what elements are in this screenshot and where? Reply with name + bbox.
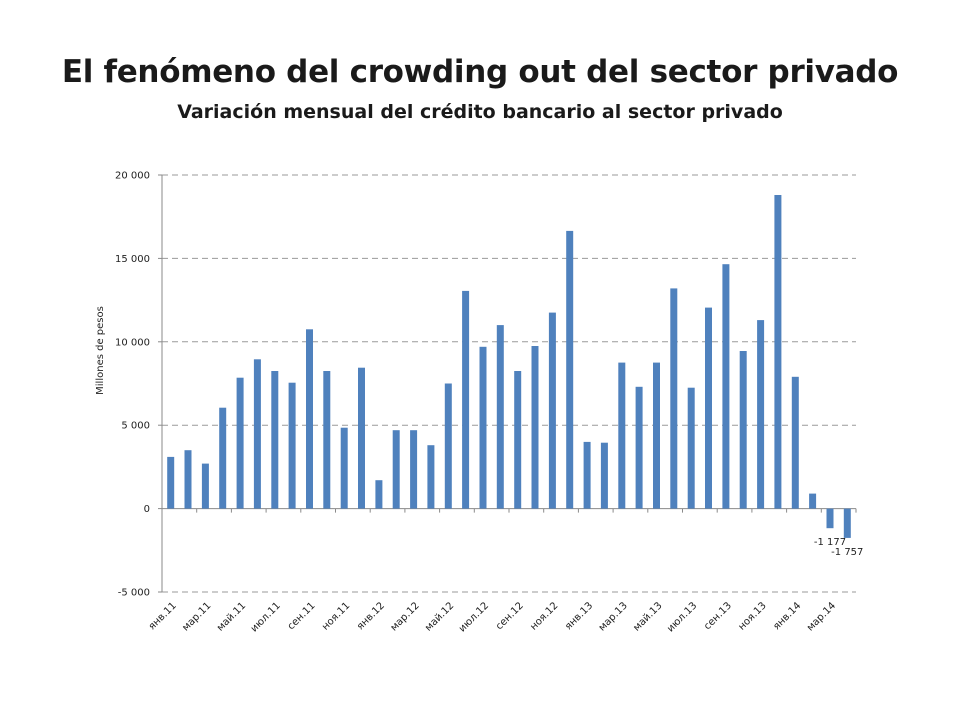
x-tick-label: май.13 bbox=[631, 600, 664, 633]
bar bbox=[323, 371, 331, 509]
bar bbox=[410, 430, 418, 509]
bar bbox=[427, 445, 435, 509]
bar bbox=[653, 362, 660, 509]
bar bbox=[809, 493, 817, 509]
x-tick-label: мар.11 bbox=[180, 600, 213, 633]
x-tick-label: сен.13 bbox=[702, 600, 734, 632]
x-tick-label: май.12 bbox=[423, 600, 456, 633]
bar bbox=[739, 351, 747, 509]
data-label: -1 177 bbox=[814, 537, 846, 548]
bar bbox=[774, 195, 782, 509]
x-tick-label: янв.12 bbox=[355, 600, 387, 632]
x-tick-label: мар.14 bbox=[805, 600, 838, 633]
bar bbox=[843, 508, 851, 538]
bar bbox=[757, 320, 765, 509]
bar bbox=[722, 264, 730, 509]
bar bbox=[462, 290, 470, 509]
bar bbox=[531, 346, 539, 509]
bar bbox=[566, 230, 574, 509]
bar bbox=[496, 325, 504, 509]
bar bbox=[705, 307, 712, 509]
bar bbox=[514, 371, 522, 509]
bar bbox=[548, 312, 556, 509]
bar bbox=[219, 407, 227, 509]
bar bbox=[375, 480, 383, 509]
x-tick-label: июл.12 bbox=[457, 600, 491, 634]
bar bbox=[687, 387, 695, 509]
bar bbox=[271, 371, 279, 509]
bar bbox=[826, 508, 834, 529]
y-tick-label: 10 000 bbox=[115, 337, 150, 348]
y-tick-label: 0 bbox=[144, 504, 150, 515]
y-tick-label: 15 000 bbox=[115, 254, 150, 265]
bar bbox=[253, 359, 261, 509]
y-tick-label: 5 000 bbox=[121, 421, 150, 432]
y-tick-label: -5 000 bbox=[118, 588, 150, 599]
bar bbox=[635, 386, 643, 509]
x-tick-label: сен.11 bbox=[286, 600, 318, 632]
bar bbox=[791, 376, 799, 509]
x-tick-label: июл.11 bbox=[249, 600, 283, 634]
x-tick-label: мар.13 bbox=[597, 600, 630, 633]
bar bbox=[358, 367, 365, 509]
bar bbox=[167, 456, 175, 509]
x-tick-label: сен.12 bbox=[494, 600, 526, 632]
x-tick-label: июл.13 bbox=[665, 600, 699, 634]
chart-subtitle: Variación mensual del crédito bancario a… bbox=[177, 101, 783, 123]
x-tick-label: ноя.11 bbox=[320, 600, 352, 632]
bar bbox=[618, 362, 626, 509]
y-tick-label: 20 000 bbox=[115, 171, 150, 182]
x-tick-label: ноя.13 bbox=[736, 600, 768, 632]
bar bbox=[340, 427, 348, 509]
chart-title: El fenómeno del crowding out del sector … bbox=[61, 54, 899, 90]
x-tick-label: янв.13 bbox=[563, 600, 595, 632]
bar bbox=[184, 450, 192, 509]
bar bbox=[583, 441, 591, 509]
bar bbox=[670, 288, 678, 509]
x-tick-label: мар.12 bbox=[389, 600, 422, 633]
y-axis-title: Millones de pesos bbox=[95, 306, 106, 395]
bar bbox=[236, 377, 244, 509]
x-tick-label: май.11 bbox=[215, 600, 248, 633]
bar bbox=[392, 430, 400, 509]
bar bbox=[479, 346, 487, 509]
bar bbox=[288, 382, 296, 509]
x-tick-label: янв.11 bbox=[147, 600, 179, 632]
bar bbox=[444, 383, 452, 509]
bar bbox=[600, 442, 608, 509]
x-tick-label: ноя.12 bbox=[528, 600, 560, 632]
x-tick-label: янв.14 bbox=[771, 600, 803, 632]
bar bbox=[201, 463, 209, 509]
data-label: -1 757 bbox=[831, 547, 863, 558]
bar bbox=[306, 329, 313, 509]
